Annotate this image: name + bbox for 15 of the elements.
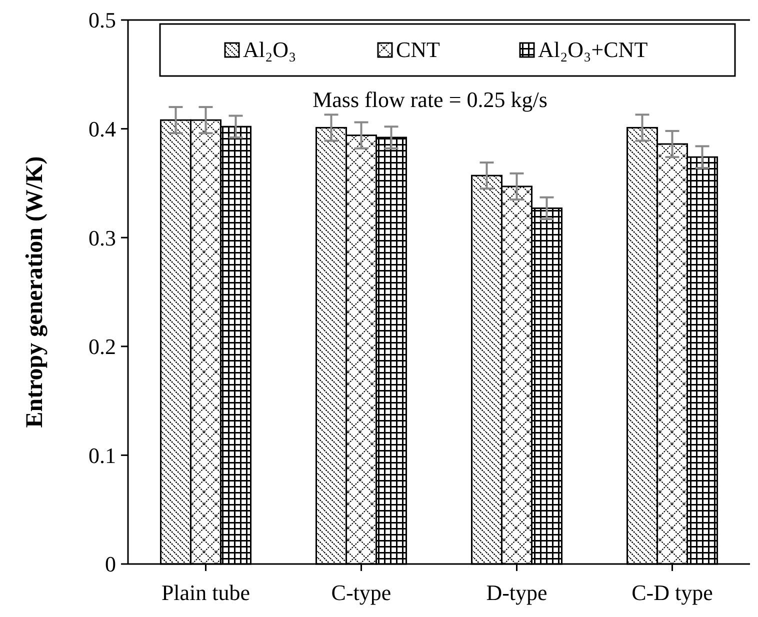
x-tick-label: C-D type: [632, 580, 713, 605]
annotation: Mass flow rate = 0.25 kg/s: [312, 87, 548, 112]
x-tick-label: Plain tube: [161, 580, 250, 605]
y-axis-title: Entropy generation (W/K): [22, 156, 48, 428]
y-tick-label: 0.5: [88, 8, 116, 33]
legend-label: Al₂O₃: [243, 37, 296, 62]
y-tick-label: 0.2: [88, 334, 116, 360]
y-tick-label: 0.3: [88, 225, 116, 250]
y-tick-label: 0.1: [88, 442, 116, 468]
legend-label: CNT: [396, 37, 441, 62]
x-tick-label: D-type: [486, 580, 548, 605]
y-tick-label: 0.4: [88, 116, 116, 142]
y-tick-label: 0: [105, 552, 116, 577]
x-tick-label: C-type: [331, 580, 392, 605]
legend-label: Al₂O₃+CNT: [538, 37, 648, 62]
